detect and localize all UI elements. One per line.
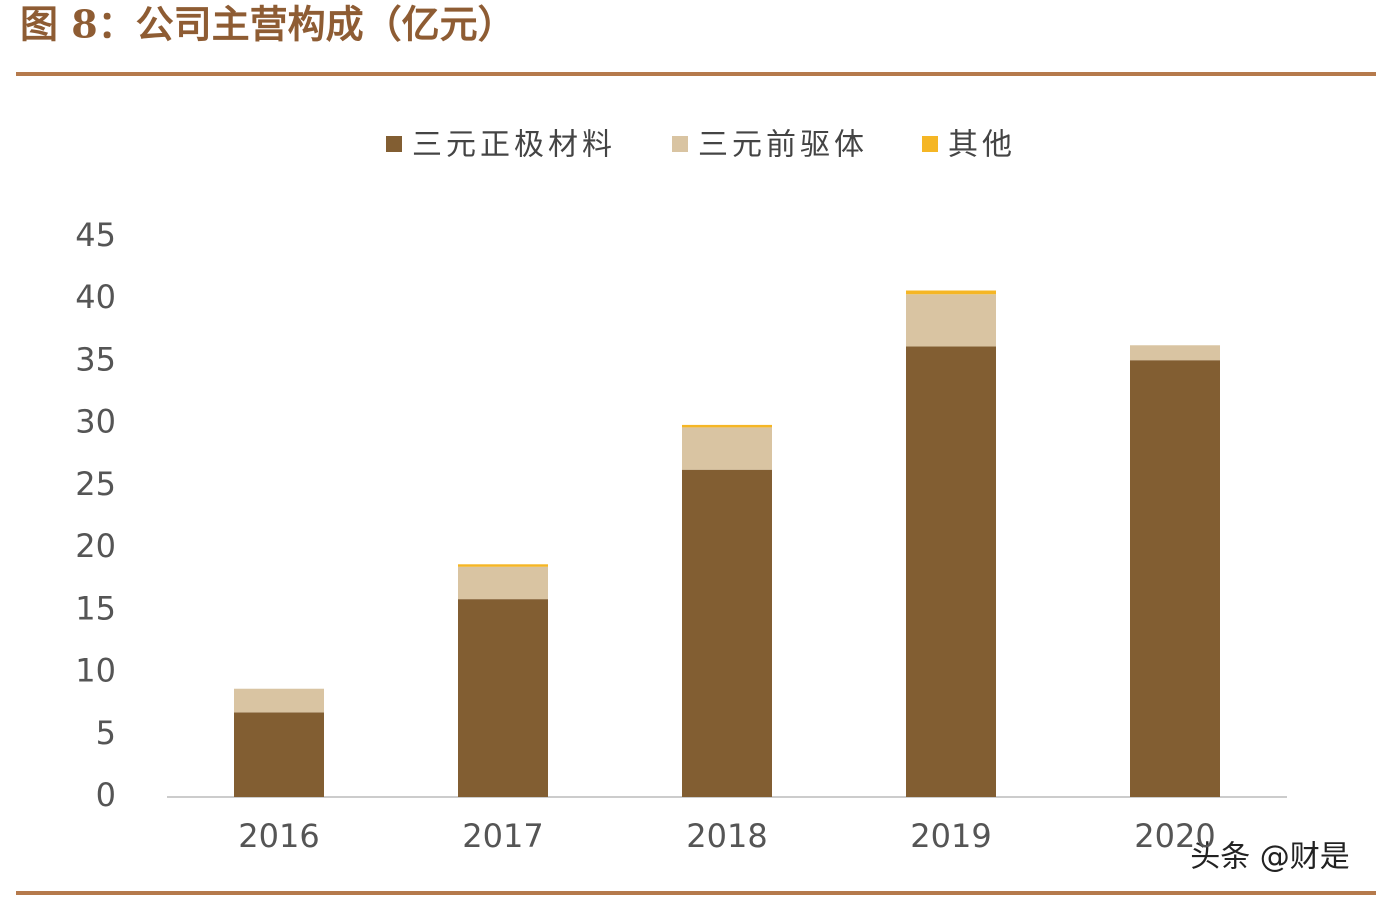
y-tick-label: 25 [75, 465, 116, 503]
top-rule [16, 72, 1376, 76]
y-tick-label: 5 [96, 714, 116, 752]
figure-title: 图 8：公司主营构成（亿元） [20, 2, 516, 47]
bar-segment [458, 599, 548, 797]
bar-segment [458, 564, 548, 567]
x-tick-label: 2016 [238, 817, 319, 855]
y-tick-label: 35 [75, 340, 116, 378]
y-tick-label: 30 [75, 403, 116, 441]
y-tick-label: 45 [75, 216, 116, 254]
bar-segment [906, 346, 996, 797]
legend-swatch [922, 136, 938, 152]
bar-segment [682, 427, 772, 470]
x-tick-label: 2019 [910, 817, 991, 855]
x-tick-label: 2020 [1134, 817, 1215, 855]
y-tick-label: 15 [75, 589, 116, 627]
legend-label: 三元前驱体 [698, 128, 868, 163]
bar-segment [458, 566, 548, 600]
bar-segment [906, 290, 996, 295]
y-tick-label: 20 [75, 527, 116, 565]
bar-segment [234, 688, 324, 713]
bar-segment [234, 712, 324, 797]
x-tick-label: 2017 [462, 817, 543, 855]
legend-label: 三元正极材料 [412, 128, 616, 163]
y-tick-label: 10 [75, 652, 116, 690]
legend-swatch [386, 136, 402, 152]
legend-swatch [672, 136, 688, 152]
bar-segment [1130, 360, 1220, 797]
watermark: 头条 @财是 [1190, 840, 1350, 875]
legend-label: 其他 [948, 128, 1016, 163]
bar-segment [682, 469, 772, 797]
y-tick-label: 40 [75, 278, 116, 316]
x-tick-label: 2018 [686, 817, 767, 855]
bar-segment [906, 294, 996, 347]
bottom-rule [16, 891, 1376, 895]
bar-segment [1130, 345, 1220, 361]
bar-segment [682, 424, 772, 428]
y-tick-label: 0 [96, 776, 116, 814]
